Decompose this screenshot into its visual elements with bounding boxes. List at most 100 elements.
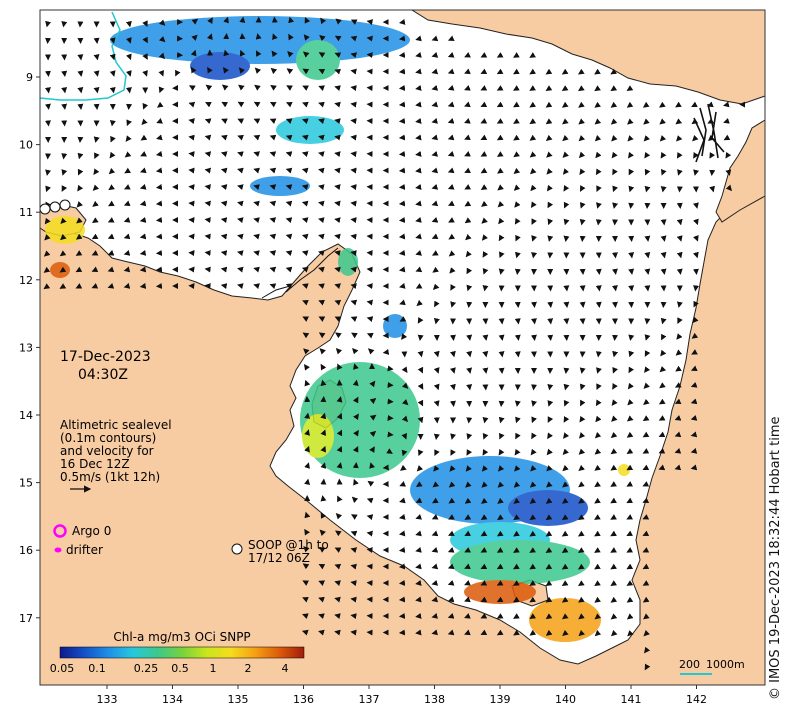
velocity-arrow <box>578 118 585 125</box>
velocity-arrow <box>335 332 342 339</box>
velocity-arrow <box>563 318 570 325</box>
velocity-arrow <box>480 151 488 157</box>
velocity-arrow <box>304 429 310 436</box>
velocity-arrow <box>369 398 377 405</box>
velocity-arrow <box>285 266 293 273</box>
velocity-arrow <box>366 283 373 290</box>
velocity-arrow <box>497 167 504 174</box>
velocity-arrow <box>431 167 439 174</box>
velocity-arrow <box>644 168 651 176</box>
velocity-arrow <box>61 70 68 77</box>
velocity-arrow <box>690 431 698 438</box>
velocity-arrow <box>76 201 83 208</box>
velocity-arrow <box>693 234 699 242</box>
velocity-arrow <box>431 200 439 207</box>
velocity-arrow <box>269 118 277 124</box>
chl-patch-north-west <box>190 52 250 80</box>
velocity-arrow <box>142 53 148 60</box>
velocity-arrow <box>415 216 422 223</box>
velocity-arrow <box>481 234 489 241</box>
lon-tick-label: 142 <box>686 693 707 706</box>
velocity-arrow <box>447 84 455 91</box>
velocity-arrow <box>545 134 553 141</box>
velocity-arrow <box>285 151 293 158</box>
velocity-arrow <box>514 268 521 275</box>
velocity-arrow <box>513 52 520 58</box>
velocity-arrow <box>464 151 471 157</box>
velocity-arrow <box>350 530 358 537</box>
velocity-arrow <box>660 268 667 275</box>
velocity-arrow <box>123 249 131 256</box>
velocity-arrow <box>156 118 163 124</box>
velocity-arrow <box>595 399 602 407</box>
velocity-arrow <box>464 167 471 173</box>
velocity-arrow <box>44 234 51 241</box>
velocity-arrow <box>545 596 553 603</box>
velocity-arrow <box>594 464 602 471</box>
velocity-arrow <box>432 283 440 290</box>
velocity-arrow <box>205 84 213 91</box>
velocity-arrow <box>367 348 375 355</box>
velocity-arrow <box>578 101 585 108</box>
velocity-arrow <box>415 579 422 586</box>
velocity-arrow <box>644 646 651 654</box>
velocity-arrow <box>480 134 488 140</box>
velocity-arrow <box>350 629 357 636</box>
velocity-arrow <box>644 663 651 671</box>
velocity-arrow <box>350 217 357 224</box>
velocity-arrow <box>45 169 52 176</box>
velocity-arrow <box>530 465 537 472</box>
velocity-arrow <box>61 185 68 192</box>
drifter-legend-label: drifter <box>66 543 103 557</box>
velocity-arrow <box>415 51 422 58</box>
velocity-arrow <box>334 580 341 587</box>
velocity-arrow <box>561 547 569 553</box>
velocity-arrow <box>690 382 698 388</box>
velocity-arrow <box>43 250 51 257</box>
velocity-arrow <box>285 184 293 191</box>
velocity-arrow <box>498 367 505 374</box>
altimetry-note-line1: Altimetric sealevel <box>60 418 172 432</box>
velocity-arrow <box>350 547 358 554</box>
velocity-arrow <box>431 51 439 58</box>
velocity-arrow <box>93 70 100 77</box>
colorbar-tick-label: 1 <box>210 662 217 675</box>
velocity-arrow <box>77 184 84 192</box>
velocity-arrow <box>692 316 699 324</box>
velocity-arrow <box>546 481 553 488</box>
velocity-arrow <box>480 530 488 537</box>
velocity-arrow <box>107 282 115 289</box>
velocity-arrow <box>496 596 504 603</box>
velocity-arrow <box>431 150 439 157</box>
velocity-arrow <box>447 200 455 207</box>
velocity-arrow <box>431 117 439 124</box>
velocity-arrow <box>399 299 406 306</box>
velocity-arrow <box>578 134 586 142</box>
velocity-arrow <box>320 429 327 437</box>
velocity-arrow <box>594 613 602 620</box>
drifter-tracks <box>693 103 725 163</box>
velocity-arrow <box>562 151 569 158</box>
velocity-arrow <box>594 580 601 587</box>
velocity-arrow <box>318 52 326 58</box>
velocity-arrow <box>658 464 666 471</box>
velocity-arrow <box>480 547 488 553</box>
velocity-arrow <box>466 417 473 424</box>
velocity-arrow <box>318 151 325 158</box>
velocity-arrow <box>545 514 553 521</box>
velocity-arrow <box>431 579 439 586</box>
velocity-arrow <box>547 432 553 440</box>
velocity-arrow <box>545 118 553 125</box>
velocity-arrow <box>92 184 100 191</box>
drifter-track-4 <box>693 117 705 163</box>
velocity-arrow <box>545 629 553 636</box>
velocity-arrow <box>725 184 733 192</box>
velocity-arrow <box>628 350 635 358</box>
velocity-arrow <box>124 151 132 158</box>
velocity-arrow <box>529 68 536 75</box>
velocity-arrow <box>578 629 585 637</box>
velocity-arrow <box>401 333 408 340</box>
velocity-arrow <box>594 135 602 142</box>
velocity-arrow <box>301 629 309 636</box>
velocity-arrow <box>660 151 667 159</box>
